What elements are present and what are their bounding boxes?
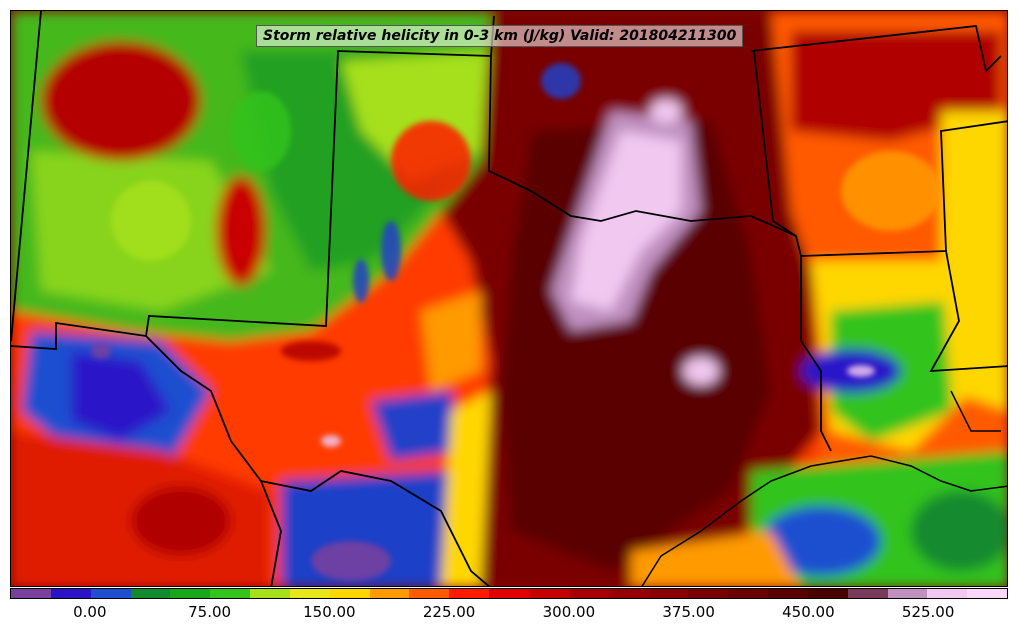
colorbar-tick-label: 375.00: [662, 603, 715, 621]
colorbar-swatch: [927, 589, 968, 598]
colorbar-tick-labels: 0.00 75.00 150.00 225.00 300.00 375.00 450.00 5…: [10, 603, 1008, 627]
map-panel: Storm relative helicity in 0-3 km (J/kg)…: [10, 10, 1008, 587]
contour-detail-layer: [91, 63, 941, 581]
colorbar-swatch: [369, 589, 410, 598]
colorbar-swatch: [449, 589, 490, 598]
colorbar-swatch: [250, 589, 290, 598]
colorbar-swatch: [568, 589, 609, 598]
colorbar-tick-label: 300.00: [542, 603, 596, 621]
colorbar-swatch: [688, 589, 729, 598]
colorbar-swatch: [528, 589, 569, 598]
colorbar-swatch: [489, 589, 529, 598]
colorbar-swatch: [887, 589, 928, 598]
helicity-field-map: [11, 11, 1007, 586]
colorbar-swatch: [289, 589, 330, 598]
colorbar-swatch: [90, 589, 131, 598]
colorbar-swatch: [130, 589, 171, 598]
colorbar-tick-label: 75.00: [188, 603, 232, 621]
colorbar-swatch: [11, 589, 51, 598]
colorbar-tick-label: 450.00: [782, 603, 835, 621]
colorbar-swatch: [648, 589, 689, 598]
colorbar-swatch: [329, 589, 370, 598]
colorbar-swatch: [409, 589, 450, 598]
contour-fill-layer: [11, 11, 1007, 586]
colorbar-tick-label: 150.00: [303, 603, 356, 621]
colorbar-swatch: [847, 589, 888, 598]
colorbar-tick-label: 225.00: [422, 603, 476, 621]
colorbar-swatch: [210, 589, 251, 598]
colorbar-swatch: [50, 589, 91, 598]
colorbar: [10, 588, 1008, 599]
colorbar-swatch: [728, 589, 769, 598]
colorbar-swatch: [768, 589, 808, 598]
colorbar-swatch: [967, 589, 1008, 598]
colorbar-tick-label: 0.00: [73, 603, 107, 621]
colorbar-swatch: [807, 589, 848, 598]
colorbar-swatch: [608, 589, 649, 598]
colorbar-swatch: [170, 589, 211, 598]
colorbar-tick-label: 525.00: [901, 603, 955, 621]
map-title: Storm relative helicity in 0-3 km (J/kg)…: [256, 25, 744, 47]
coastline: [641, 390, 1007, 586]
